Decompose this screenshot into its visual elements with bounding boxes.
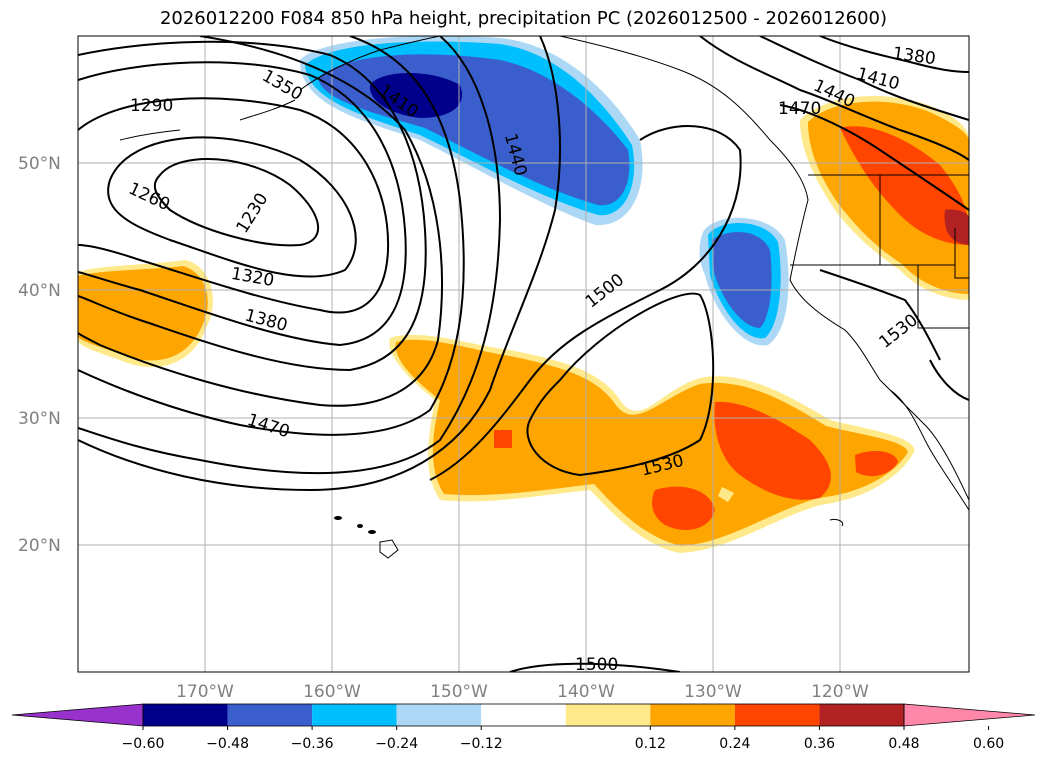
hawaiian-islands [334, 516, 399, 559]
lon-label: 130°W [684, 682, 742, 702]
colorbar-segment [819, 704, 904, 726]
lon-label: 150°W [430, 682, 488, 702]
colorbar-segment [312, 704, 397, 726]
lat-label: 50°N [18, 154, 61, 174]
colorbar-tick-label: 0.24 [719, 736, 750, 752]
height-contours [78, 36, 969, 672]
colorbar-extend-low [11, 703, 144, 727]
colorbar-segment [227, 704, 313, 726]
colorbar-segment [565, 704, 651, 726]
colorbar-tick-label: −0.12 [460, 736, 503, 752]
lat-label: 30°N [18, 409, 61, 429]
colorbar-tick-label: −0.36 [291, 736, 334, 752]
colorbar-segment [650, 704, 735, 726]
colorbar-segment [481, 704, 566, 726]
lat-label: 40°N [18, 281, 61, 301]
positive-anomaly-interior [800, 96, 969, 300]
contour-1260 [107, 136, 357, 278]
colorbar-extend-high [903, 703, 1036, 727]
colorbar-segment [734, 704, 820, 726]
colorbar: −0.60 −0.48 −0.36 −0.24 −0.12 0.12 0.24 0.36 0.4… [11, 703, 1036, 752]
contour-label: 1470 [778, 99, 821, 119]
coastlines [119, 36, 969, 527]
positive-anomaly-subtropical [389, 334, 915, 553]
colorbar-tick-label: 0.48 [888, 736, 919, 752]
lon-label: 120°W [811, 682, 869, 702]
colorbar-tick-label: 0.12 [635, 736, 666, 752]
lat-label: 20°N [18, 536, 61, 556]
negative-anomaly-north [300, 36, 643, 226]
colorbar-tick-label: 0.36 [804, 736, 835, 752]
lon-label: 160°W [303, 682, 361, 702]
negative-anomaly-offshore [699, 217, 789, 346]
latitude-labels: 50°N 40°N 30°N 20°N [18, 154, 61, 556]
lon-label: 140°W [557, 682, 615, 702]
map-frame [77, 35, 970, 673]
page-title: 2026012200 F084 850 hPa height, precipit… [159, 8, 888, 29]
colorbar-segment [396, 704, 482, 726]
lon-label: 170°W [176, 682, 234, 702]
longitude-labels: 170°W 160°W 150°W 140°W 130°W 120°W [176, 682, 869, 702]
colorbar-tick-label: −0.24 [375, 736, 418, 752]
colorbar-tick-label: −0.60 [122, 736, 165, 752]
contour-label: 1500 [575, 655, 618, 675]
contour-1230 [153, 158, 319, 247]
colorbar-tick-label: 0.60 [973, 736, 1004, 752]
contour-label: 1290 [130, 96, 173, 116]
colorbar-tick-label: −0.48 [206, 736, 249, 752]
colorbar-segment [143, 704, 228, 726]
